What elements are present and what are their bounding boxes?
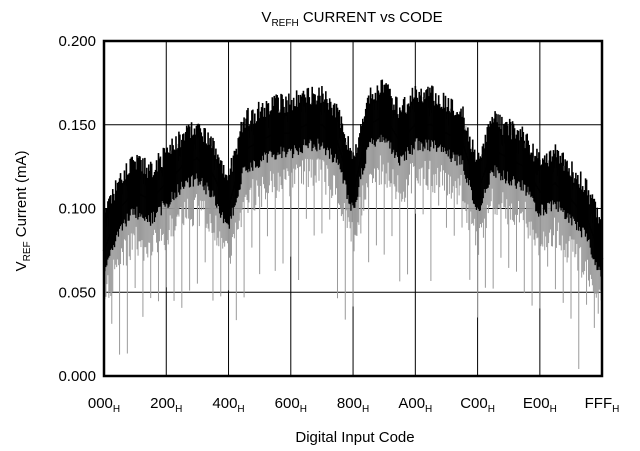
data-point [585, 215, 588, 219]
y-tick-label: 0.150 [58, 117, 96, 134]
x-tick-label: 400H [212, 395, 244, 415]
y-tick-label: 0.050 [58, 284, 96, 301]
data-point [445, 131, 448, 135]
data-point [133, 190, 137, 193]
data-point [242, 148, 246, 152]
y-tick-labels: 0.000 0.050 0.100 0.150 0.200 [58, 33, 96, 385]
noise-band [103, 79, 602, 370]
x-axis-label: Digital Input Code [295, 429, 414, 446]
data-point [538, 190, 542, 193]
data-point [367, 123, 370, 126]
data-point [336, 140, 339, 143]
data-point [398, 140, 401, 143]
y-tick-label: 0.100 [58, 201, 96, 218]
x-tick-label: FFFH [585, 395, 620, 415]
x-tick-labels: 000H 200H 400H 600H 800H A00H C00H E00H FFFH [88, 395, 620, 415]
data-point [523, 165, 526, 168]
data-point [289, 131, 292, 135]
x-tick-label: A00H [398, 395, 432, 415]
data-point [180, 165, 184, 168]
data-point [165, 182, 168, 185]
y-tick-label: 0.200 [58, 33, 96, 50]
x-tick-label: C00H [460, 395, 495, 415]
data-point [118, 207, 121, 210]
x-tick-label: E00H [523, 395, 557, 415]
data-point [351, 190, 355, 193]
data-point [382, 115, 386, 118]
y-tick-label: 0.000 [58, 368, 96, 385]
data-point [460, 140, 464, 143]
data-point [414, 123, 417, 126]
data-point [507, 157, 510, 160]
data-point [305, 123, 308, 126]
x-tick-label: 600H [275, 395, 307, 415]
data-point [476, 190, 479, 193]
data-point [196, 157, 199, 160]
chart-title: VREFH CURRENT vs CODE [261, 9, 442, 29]
data-point [149, 198, 152, 202]
data-point [554, 182, 557, 185]
data-point [274, 131, 277, 135]
data-point [211, 173, 215, 177]
x-tick-label: 200H [150, 395, 182, 415]
x-tick-label: 000H [88, 395, 120, 415]
data-point [258, 140, 261, 143]
data-point [569, 198, 573, 202]
plot-frame [102, 39, 604, 378]
data-series [102, 115, 604, 260]
data-point [227, 207, 230, 210]
x-tick-label: 800H [337, 395, 369, 415]
data-point [320, 123, 324, 126]
y-axis-label: VREF Current (mA) [13, 151, 33, 272]
data-point [429, 123, 433, 126]
data-point [491, 148, 495, 152]
